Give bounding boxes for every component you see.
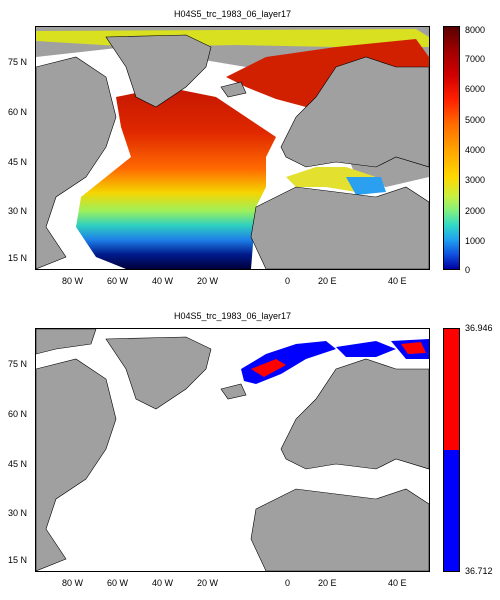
bottom-lon-label: 0 bbox=[285, 578, 291, 588]
top-colorbar-tick: 2000 bbox=[465, 206, 486, 216]
bottom-lon-label: 60 W bbox=[107, 578, 129, 588]
top-lon-label: 60 W bbox=[107, 276, 129, 286]
bottom-lon-label: 40 E bbox=[388, 578, 407, 588]
top-colorbar-tick: 3000 bbox=[465, 175, 486, 185]
bottom-lon-label: 20 W bbox=[197, 578, 219, 588]
bottom-lon-label: 20 E bbox=[318, 578, 337, 588]
top-lon-label: 0 bbox=[285, 276, 291, 286]
top-colorbar-tick: 8000 bbox=[465, 25, 486, 35]
top-lon-label: 40 E bbox=[388, 276, 407, 286]
top-lat-label: 15 N bbox=[8, 253, 28, 263]
bottom-map-title: H04S5_trc_1983_06_layer17 bbox=[173, 311, 292, 321]
top-colorbar-tick: 4000 bbox=[465, 145, 486, 155]
top-colorbar-tick: 6000 bbox=[465, 84, 486, 94]
bottom-colorbar-max: 36.946 bbox=[465, 323, 493, 333]
bottom-lat-label: 15 N bbox=[8, 555, 28, 565]
top-lat-label: 45 N bbox=[8, 157, 28, 167]
top-lon-label: 80 W bbox=[62, 276, 84, 286]
top-lat-label: 30 N bbox=[8, 206, 28, 216]
top-map bbox=[35, 26, 430, 270]
top-map-field bbox=[36, 29, 429, 269]
top-lat-label: 60 N bbox=[8, 107, 28, 117]
bottom-lat-label: 75 N bbox=[8, 359, 28, 369]
top-colorbar-tick: 1000 bbox=[465, 236, 486, 246]
top-colorbar-tick: 5000 bbox=[465, 115, 486, 125]
bottom-lon-label: 80 W bbox=[62, 578, 84, 588]
top-map-title: H04S5_trc_1983_06_layer17 bbox=[173, 9, 292, 19]
bottom-lon-label: 40 W bbox=[152, 578, 174, 588]
top-colorbar bbox=[443, 26, 460, 270]
bottom-colorbar-min: 36.712 bbox=[465, 566, 493, 576]
top-colorbar-tick: 0 bbox=[465, 265, 471, 275]
bottom-map-field bbox=[36, 329, 429, 571]
bottom-map bbox=[35, 328, 430, 572]
bottom-lat-label: 60 N bbox=[8, 409, 28, 419]
top-lon-label: 20 E bbox=[318, 276, 337, 286]
top-lat-label: 75 N bbox=[8, 57, 28, 67]
bottom-lat-label: 30 N bbox=[8, 508, 28, 518]
top-colorbar-tick: 7000 bbox=[465, 54, 486, 64]
top-lon-label: 20 W bbox=[197, 276, 219, 286]
bottom-colorbar bbox=[443, 328, 460, 572]
top-lon-label: 40 W bbox=[152, 276, 174, 286]
bottom-lat-label: 45 N bbox=[8, 459, 28, 469]
